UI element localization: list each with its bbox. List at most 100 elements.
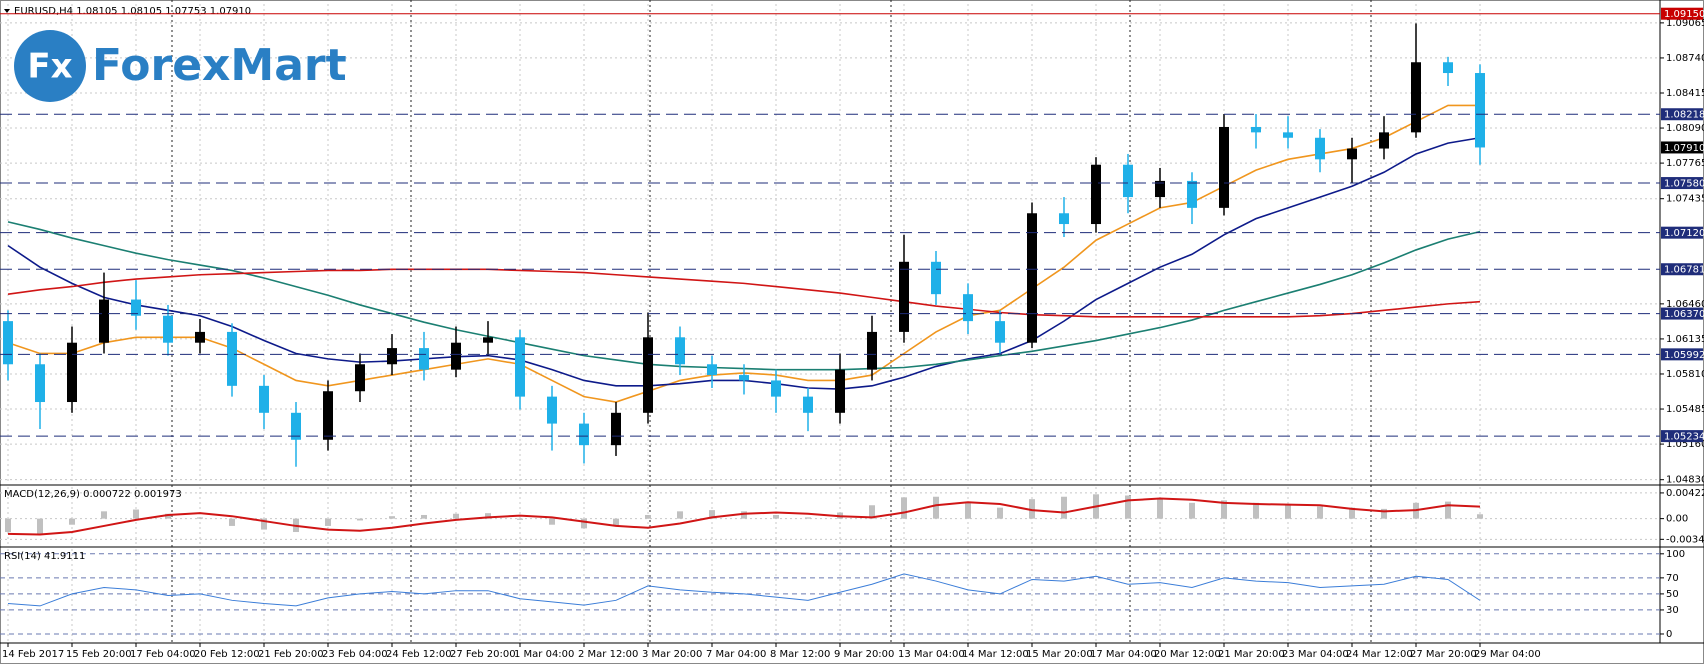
y-tick-label: 1.08415 [1666,88,1704,99]
x-tick-label: 24 Mar 12:00 [1346,649,1413,660]
x-tick-label: 15 Feb 20:00 [66,649,132,660]
macd-bar [1349,507,1355,519]
macd-bar [133,509,139,519]
level-label-box [1661,7,1703,20]
pane-title: MACD(12,26,9) 0.000722 0.001973 [4,489,182,500]
y-tick-label: 1.08740 [1666,53,1704,64]
moving-average [7,268,1481,318]
candle-body [739,375,749,381]
x-tick-label: 29 Mar 04:00 [1474,649,1541,660]
y-tick-label: 1.06135 [1666,334,1704,345]
y-tick-label: 0.00 [1666,514,1688,525]
y-tick-label: 50 [1666,589,1679,600]
logo-name: ForexMart [92,40,347,91]
logo-badge [14,30,86,102]
y-tick-label: 1.05810 [1666,369,1704,380]
macd-bar [165,513,171,519]
level-label-box [1661,348,1703,361]
level-label: 1.05992 [1664,350,1704,361]
candle-body [579,423,589,446]
logo-mark: Fx [27,47,72,87]
y-tick-label: 30 [1666,605,1679,616]
x-tick-label: 14 Feb 2017 [2,649,64,660]
y-tick-label: 0 [1666,629,1672,640]
x-tick-label: 24 Feb 12:00 [386,649,452,660]
candle-body [899,261,909,332]
candle-body [451,342,461,370]
level-label: 1.08218 [1664,110,1704,121]
level-label-box [1661,226,1703,239]
x-tick-label: 8 Mar 12:00 [770,649,830,660]
candle-body [387,348,397,365]
macd-bar [421,514,427,519]
macd-bar [453,513,459,519]
candle-body [803,396,813,413]
macd-bar [357,518,363,521]
macd-bar [1125,495,1131,519]
signal-line [7,497,1481,536]
candle-body [515,337,525,397]
level-label: 1.06781 [1664,265,1704,276]
candle-body [1091,164,1101,225]
x-tick-label: 21 Mar 20:00 [1218,649,1285,660]
candle-body [67,342,77,403]
pane-title: EURUSD,H4 1.08105 1.08105 1.07753 1.0791… [14,6,251,17]
x-tick-label: 23 Feb 04:00 [322,649,388,660]
candle-body [1219,126,1229,208]
macd-bar [965,501,971,519]
candle-body [931,261,941,295]
candle-body [1123,164,1133,198]
pane-title: RSI(14) 41.9111 [4,551,85,562]
x-tick-label: 9 Mar 20:00 [834,649,894,660]
macd-bar [997,507,1003,519]
macd-bar [1189,502,1195,519]
x-tick-label: 1 Mar 04:00 [514,649,574,660]
macd-bar [261,518,267,530]
y-tick-label: 1.07765 [1666,158,1704,169]
candle-body [1251,126,1261,133]
macd-bar [389,516,395,519]
candle-body [291,412,301,440]
macd-bar [1061,496,1067,519]
y-tick-label: 1.09065 [1666,18,1704,29]
candle-body [419,348,429,370]
x-tick-label: 17 Feb 04:00 [130,649,196,660]
macd-bar [933,496,939,519]
candle-body [643,337,653,413]
macd-bar [1221,500,1227,519]
candle-body [611,412,621,446]
y-tick-label: 1.04830 [1666,475,1704,486]
level-label-box [1661,307,1703,320]
x-tick-label: 20 Feb 12:00 [194,649,260,660]
y-tick-label: 0.004228 [1666,488,1704,499]
candle-body [163,315,173,343]
candle-body [771,380,781,397]
macd-bar [5,518,11,533]
candle-body [1443,62,1453,74]
macd-bar [1317,506,1323,519]
level-label-box [1661,263,1703,276]
candle-body [1155,180,1165,198]
x-tick-label: 21 Feb 20:00 [258,649,324,660]
candle-body [227,331,237,386]
rsi-line [7,573,1481,607]
level-label-box [1661,177,1703,190]
candle-body [1475,73,1485,148]
candle-body [1315,137,1325,160]
macd-bar [805,517,811,519]
macd-bar [677,511,683,519]
macd-bar [229,518,235,526]
x-tick-label: 27 Feb 20:00 [450,649,516,660]
macd-bar [517,518,523,520]
macd-bar [709,510,715,519]
macd-bar [1157,497,1163,519]
y-tick-label: 1.07435 [1666,194,1704,205]
level-label-box [1661,141,1703,154]
y-tick-label: 100 [1666,549,1685,560]
level-label: 1.09150 [1664,9,1704,20]
candle-body [355,364,365,392]
macd-bar [741,511,747,519]
